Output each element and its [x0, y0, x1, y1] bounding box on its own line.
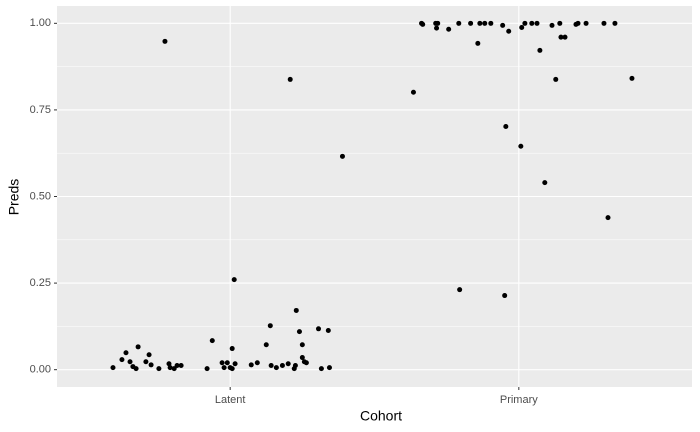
point: [316, 326, 322, 332]
point: [267, 323, 273, 329]
y-axis-title: Preds: [6, 179, 22, 216]
point: [110, 365, 116, 371]
point: [229, 366, 235, 372]
point: [127, 359, 133, 365]
point: [268, 363, 274, 369]
point: [303, 360, 309, 366]
point: [292, 363, 298, 369]
x-tick-label: Primary: [500, 394, 538, 406]
point: [557, 20, 563, 26]
point: [219, 360, 225, 366]
point: [248, 362, 254, 368]
point: [629, 75, 635, 81]
point: [287, 76, 293, 82]
point: [446, 26, 452, 32]
point: [299, 342, 305, 348]
point: [119, 357, 125, 363]
y-tick-label: 0.50: [30, 190, 51, 202]
point: [224, 360, 230, 366]
point: [475, 40, 481, 46]
y-tick-label: 1.00: [30, 17, 51, 29]
point: [605, 215, 611, 221]
point: [326, 365, 332, 371]
point: [133, 366, 139, 372]
point: [457, 287, 463, 293]
x-tick-label: Latent: [215, 394, 246, 406]
point: [204, 366, 210, 372]
point: [468, 20, 474, 26]
point: [178, 363, 184, 369]
point: [318, 366, 324, 372]
point: [518, 143, 524, 149]
y-tick-label: 0.25: [30, 277, 51, 289]
point: [325, 328, 331, 334]
point: [229, 346, 235, 352]
point: [162, 38, 168, 44]
point: [456, 20, 462, 26]
point: [279, 363, 285, 369]
point: [500, 22, 506, 28]
point: [135, 344, 141, 350]
point: [553, 76, 559, 82]
point: [542, 180, 548, 186]
point: [143, 359, 149, 365]
point: [583, 20, 589, 26]
point: [537, 47, 543, 53]
y-tick-label: 0.00: [30, 364, 51, 376]
point: [434, 25, 440, 31]
point: [296, 329, 302, 335]
point: [231, 277, 237, 283]
point: [123, 350, 129, 356]
point: [435, 20, 441, 26]
point: [522, 20, 528, 26]
point: [482, 20, 488, 26]
point: [420, 21, 426, 27]
point: [502, 293, 508, 299]
point: [549, 22, 555, 28]
point: [146, 352, 152, 358]
point: [156, 366, 162, 372]
point: [263, 342, 269, 348]
point: [503, 124, 509, 130]
point: [174, 363, 180, 369]
point: [167, 365, 173, 371]
point: [612, 20, 618, 26]
point: [166, 361, 172, 367]
point: [285, 361, 291, 367]
point: [477, 20, 483, 26]
point: [339, 153, 345, 159]
point: [221, 365, 227, 371]
point: [506, 28, 512, 34]
x-axis-title: Cohort: [360, 408, 402, 424]
point: [209, 338, 215, 344]
point: [534, 20, 540, 26]
point: [575, 20, 581, 26]
point: [562, 34, 568, 40]
point: [299, 355, 305, 361]
point: [601, 20, 607, 26]
y-tick-label: 0.75: [30, 104, 51, 116]
point: [558, 34, 564, 40]
point: [529, 20, 535, 26]
point: [273, 365, 279, 371]
point: [148, 362, 154, 368]
point: [410, 89, 416, 95]
point: [488, 20, 494, 26]
point: [254, 360, 260, 366]
point: [232, 361, 238, 367]
point: [519, 24, 525, 30]
point: [293, 307, 299, 313]
